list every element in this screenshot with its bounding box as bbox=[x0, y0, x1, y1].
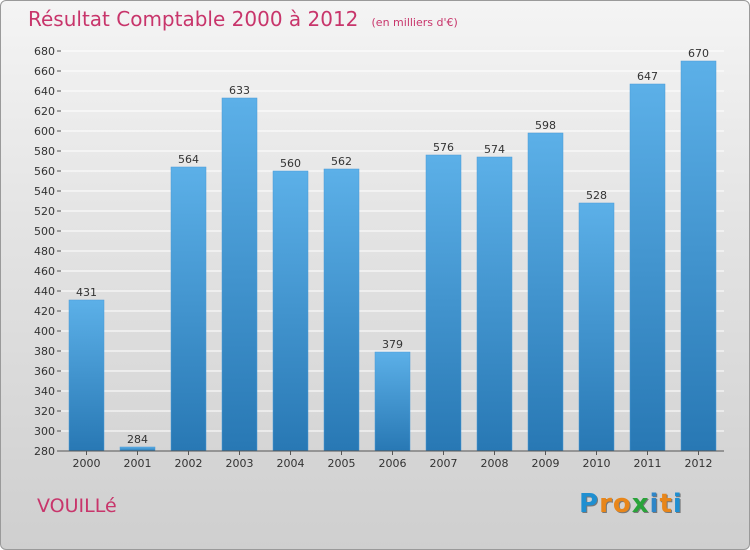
value-label-2002: 564 bbox=[178, 153, 199, 166]
y-tick-label: 280 bbox=[34, 445, 55, 458]
x-tick-label-2009: 2009 bbox=[532, 457, 560, 470]
x-tick-label-2004: 2004 bbox=[277, 457, 305, 470]
value-label-2012: 670 bbox=[688, 47, 709, 60]
y-tick-label: 660 bbox=[34, 65, 55, 78]
y-tick-label: 620 bbox=[34, 105, 55, 118]
x-tick-label-2007: 2007 bbox=[430, 457, 458, 470]
bars bbox=[68, 60, 717, 452]
bar-2004 bbox=[272, 170, 309, 452]
y-tick-label: 580 bbox=[34, 145, 55, 158]
bar-2000 bbox=[68, 299, 105, 452]
value-labels: 431 284 564 633 560 562 379 576 574 598 528 647 670 bbox=[76, 47, 709, 446]
chart-subtitle: (en milliers d'€) bbox=[371, 16, 458, 29]
y-tick-label: 480 bbox=[34, 245, 55, 258]
y-tick-label: 600 bbox=[34, 125, 55, 138]
x-axis-ticks: 2000 2001 2002 2003 2004 2005 2006 2007 2008 2009… bbox=[73, 451, 713, 470]
y-axis-ticks: 280 300 320 340 360 380 400 420 440 460 480 500 520 5… bbox=[34, 45, 61, 458]
bar-2009 bbox=[527, 132, 564, 452]
y-tick-label: 400 bbox=[34, 325, 55, 338]
bar-2008 bbox=[476, 156, 513, 452]
bar-2010 bbox=[578, 202, 615, 452]
logo-letter: t bbox=[659, 489, 673, 519]
value-label-2005: 562 bbox=[331, 155, 352, 168]
y-tick-label: 500 bbox=[34, 225, 55, 238]
y-tick-label: 540 bbox=[34, 185, 55, 198]
logo-letter: P bbox=[579, 489, 600, 519]
value-label-2006: 379 bbox=[382, 338, 403, 351]
bar-2006 bbox=[374, 351, 411, 452]
y-tick-label: 420 bbox=[34, 305, 55, 318]
value-label-2001: 284 bbox=[127, 433, 148, 446]
value-label-2010: 528 bbox=[586, 189, 607, 202]
bar-2012 bbox=[680, 60, 717, 452]
x-tick-label-2005: 2005 bbox=[328, 457, 356, 470]
x-tick-label-2012: 2012 bbox=[685, 457, 713, 470]
logo-letter: o bbox=[612, 489, 632, 519]
x-tick-label-2001: 2001 bbox=[124, 457, 152, 470]
value-label-2003: 633 bbox=[229, 84, 250, 97]
y-tick-label: 360 bbox=[34, 365, 55, 378]
bar-2005 bbox=[323, 168, 360, 452]
logo-letter: i bbox=[649, 489, 660, 519]
value-label-2007: 576 bbox=[433, 141, 454, 154]
value-label-2011: 647 bbox=[637, 70, 658, 83]
y-tick-label: 440 bbox=[34, 285, 55, 298]
y-tick-label: 560 bbox=[34, 165, 55, 178]
proxiti-logo: Proxiti bbox=[579, 489, 683, 519]
logo-letter: x bbox=[631, 489, 650, 519]
x-tick-label-2008: 2008 bbox=[481, 457, 509, 470]
bar-2001 bbox=[119, 446, 156, 452]
bar-2002 bbox=[170, 166, 207, 452]
value-label-2009: 598 bbox=[535, 119, 556, 132]
bar-2011 bbox=[629, 83, 666, 452]
value-label-2004: 560 bbox=[280, 157, 301, 170]
commune-name: VOUILLé bbox=[37, 495, 117, 517]
y-tick-label: 520 bbox=[34, 205, 55, 218]
y-tick-label: 380 bbox=[34, 345, 55, 358]
y-tick-label: 640 bbox=[34, 85, 55, 98]
value-label-2000: 431 bbox=[76, 286, 97, 299]
logo-letter: r bbox=[599, 489, 613, 519]
title-block: Résultat Comptable 2000 à 2012 (en milli… bbox=[28, 7, 458, 31]
y-tick-label: 460 bbox=[34, 265, 55, 278]
x-tick-label-2003: 2003 bbox=[226, 457, 254, 470]
x-tick-label-2006: 2006 bbox=[379, 457, 407, 470]
x-tick-label-2010: 2010 bbox=[583, 457, 611, 470]
value-label-2008: 574 bbox=[484, 143, 505, 156]
y-tick-label: 680 bbox=[34, 45, 55, 58]
x-tick-label-2000: 2000 bbox=[73, 457, 101, 470]
y-tick-label: 340 bbox=[34, 385, 55, 398]
chart-title: Résultat Comptable 2000 à 2012 bbox=[28, 7, 359, 31]
y-tick-label: 320 bbox=[34, 405, 55, 418]
bar-2007 bbox=[425, 154, 462, 452]
y-tick-label: 300 bbox=[34, 425, 55, 438]
bar-2003 bbox=[221, 97, 258, 452]
logo-letter: i bbox=[672, 489, 683, 519]
x-tick-label-2011: 2011 bbox=[634, 457, 662, 470]
x-tick-label-2002: 2002 bbox=[175, 457, 203, 470]
